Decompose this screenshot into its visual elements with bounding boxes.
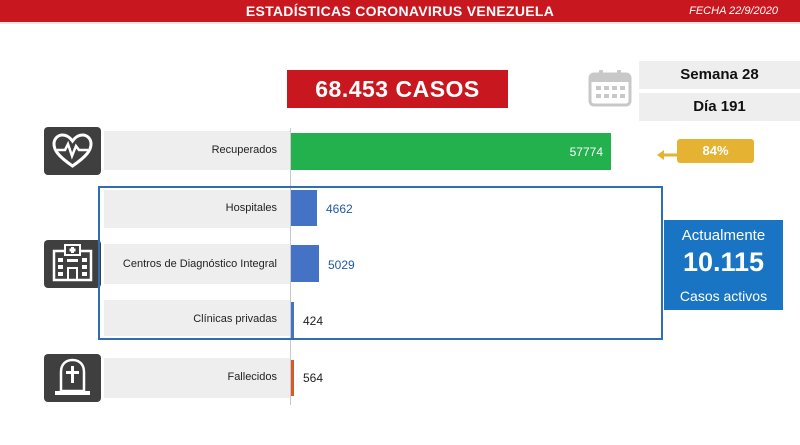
day-counter: Día 191 <box>639 93 800 121</box>
chart-axis-line <box>290 128 291 405</box>
bar-recuperados <box>291 133 611 170</box>
category-bg-recuperados <box>104 131 290 170</box>
grave-cross-icon <box>44 354 101 402</box>
value-label-fallecidos: 564 <box>303 371 324 385</box>
value-label-clinicas: 424 <box>303 314 324 328</box>
category-label-recuperados: Recuperados <box>211 144 277 156</box>
bar-fallecidos <box>291 360 294 396</box>
category-bg-clinicas <box>104 300 290 336</box>
category-label-clinicas: Clínicas privadas <box>193 313 277 325</box>
bar-cdi <box>291 245 319 282</box>
active-cases-line2: Casos activos <box>679 288 768 304</box>
recovered-percent-badge: 84% <box>677 139 754 163</box>
hospital-building-icon <box>44 240 101 288</box>
category-bg-hospitales <box>104 190 290 228</box>
category-label-fallecidos: Fallecidos <box>227 371 277 383</box>
bar-hospitales <box>291 190 317 226</box>
value-label-cdi: 5029 <box>328 258 355 272</box>
week-counter: Semana 28 <box>639 61 800 89</box>
header-title: ESTADÍSTICAS CORONAVIRUS VENEZUELA <box>245 3 555 19</box>
category-label-cdi: Centros de Diagnóstico Integral <box>122 258 277 270</box>
facilities-group-frame <box>98 186 663 340</box>
arrow-left-icon <box>657 147 679 160</box>
header-divider <box>0 22 800 24</box>
header-date: FECHA 22/9/2020 <box>689 5 778 17</box>
category-bg-fallecidos <box>104 358 290 398</box>
active-cases-box: Actualmente 10.115 Casos activos <box>664 220 783 310</box>
header-bar: ESTADÍSTICAS CORONAVIRUS VENEZUELA FECHA… <box>0 0 800 22</box>
calendar-icon <box>588 69 632 107</box>
category-label-hospitales: Hospitales <box>225 202 277 214</box>
heart-pulse-icon <box>44 127 101 175</box>
active-cases-line1: Actualmente <box>681 227 766 244</box>
total-cases-badge: 68.453 CASOS <box>287 70 508 108</box>
value-label-hospitales: 4662 <box>326 202 353 216</box>
value-label-recuperados: 57774 <box>569 145 603 159</box>
active-cases-value: 10.115 <box>682 247 765 277</box>
bar-clinicas <box>291 302 294 338</box>
category-bg-cdi <box>104 244 290 284</box>
